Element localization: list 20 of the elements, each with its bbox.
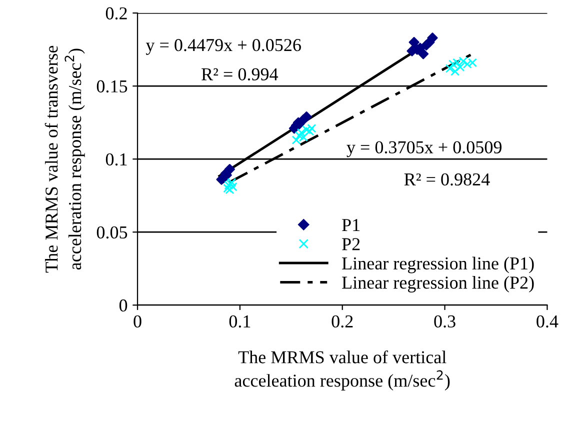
x-tick-label: 0.4 xyxy=(536,315,558,328)
legend-label: P2 xyxy=(342,238,360,250)
y-tick-label: 0.05 xyxy=(96,226,128,239)
y-axis-title: The MRMS value of transverse acceleration response (m/sec$^{2}$) xyxy=(44,46,85,273)
legend-label: Linear regression line (P2) xyxy=(342,276,534,292)
annotation: y = 0.4479x + 0.0526 xyxy=(146,38,301,55)
annotation: R² = 0.9824 xyxy=(404,173,490,186)
annotation: y = 0.3705x + 0.0509 xyxy=(346,141,502,158)
annotation: R² = 0.994 xyxy=(202,68,278,80)
y-tick-label: 0.2 xyxy=(106,7,127,20)
y-tick-label: 0.1 xyxy=(106,153,127,166)
x-axis-title: The MRMS value of vertical acceleation response (m/sec$^{2}$) xyxy=(234,350,450,390)
y-tick-label: 0.15 xyxy=(96,80,128,93)
x-tick-label: 0.3 xyxy=(434,315,456,328)
legend-label: P1 xyxy=(342,219,360,231)
x-tick-label: 0 xyxy=(134,315,142,328)
y-tick-label: 0 xyxy=(119,299,128,312)
x-tick-label: 0.1 xyxy=(229,315,250,328)
x-tick-label: 0.2 xyxy=(332,315,353,328)
legend-label: Linear regression line (P1) xyxy=(342,256,534,274)
